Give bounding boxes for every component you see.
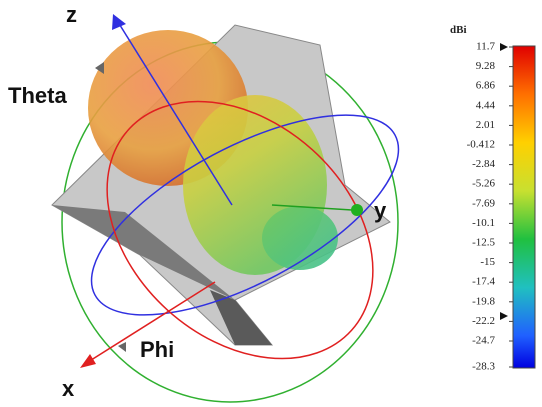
y-label: y [374, 198, 387, 223]
colorbar-tick-label: -12.5 [472, 237, 495, 249]
phi-label: Phi [140, 337, 174, 362]
colorbar-tick-label: -7.69 [472, 197, 495, 209]
colorbar-tick-label: -10.1 [472, 217, 495, 229]
page: z Theta y Phi x dBi 11.7 9.28 6.86 4.44 2.01… [0, 0, 542, 407]
colorbar-tick-label: 4.44 [476, 99, 496, 111]
phi-marker [118, 342, 126, 352]
back-lobe [262, 206, 338, 270]
colorbar-tick-label: 2.01 [476, 119, 495, 131]
colorbar-min-marker [500, 312, 508, 320]
colorbar-tick-label: 11.7 [476, 41, 495, 53]
colorbar-tick-label: -17.4 [472, 276, 495, 288]
colorbar-tick-label: 6.86 [476, 80, 496, 92]
colorbar-tick-label: 9.28 [476, 60, 496, 72]
colorbar-unit: dBi [450, 24, 467, 36]
colorbar-tick-label: -28.3 [472, 361, 495, 373]
colorbar-tick-label: -0.412 [467, 139, 495, 151]
theta-label: Theta [8, 83, 67, 108]
colorbar [513, 46, 535, 368]
colorbar-tick-label: -24.7 [472, 335, 495, 347]
radiation-pattern-view: z Theta y Phi x dBi 11.7 9.28 6.86 4.44 2.01… [0, 0, 542, 407]
colorbar-tick-label: -2.84 [472, 158, 495, 170]
z-label: z [66, 2, 77, 27]
x-arrow [80, 354, 96, 368]
x-label: x [62, 376, 75, 401]
colorbar-tick-label: -15 [480, 256, 495, 268]
colorbar-max-marker [500, 43, 508, 51]
y-arrow [351, 204, 363, 216]
colorbar-tick-label: -19.8 [472, 295, 495, 307]
z-arrow [112, 14, 126, 30]
colorbar-tick-label: -22.2 [472, 315, 495, 327]
colorbar-tick-label: -5.26 [472, 178, 495, 190]
